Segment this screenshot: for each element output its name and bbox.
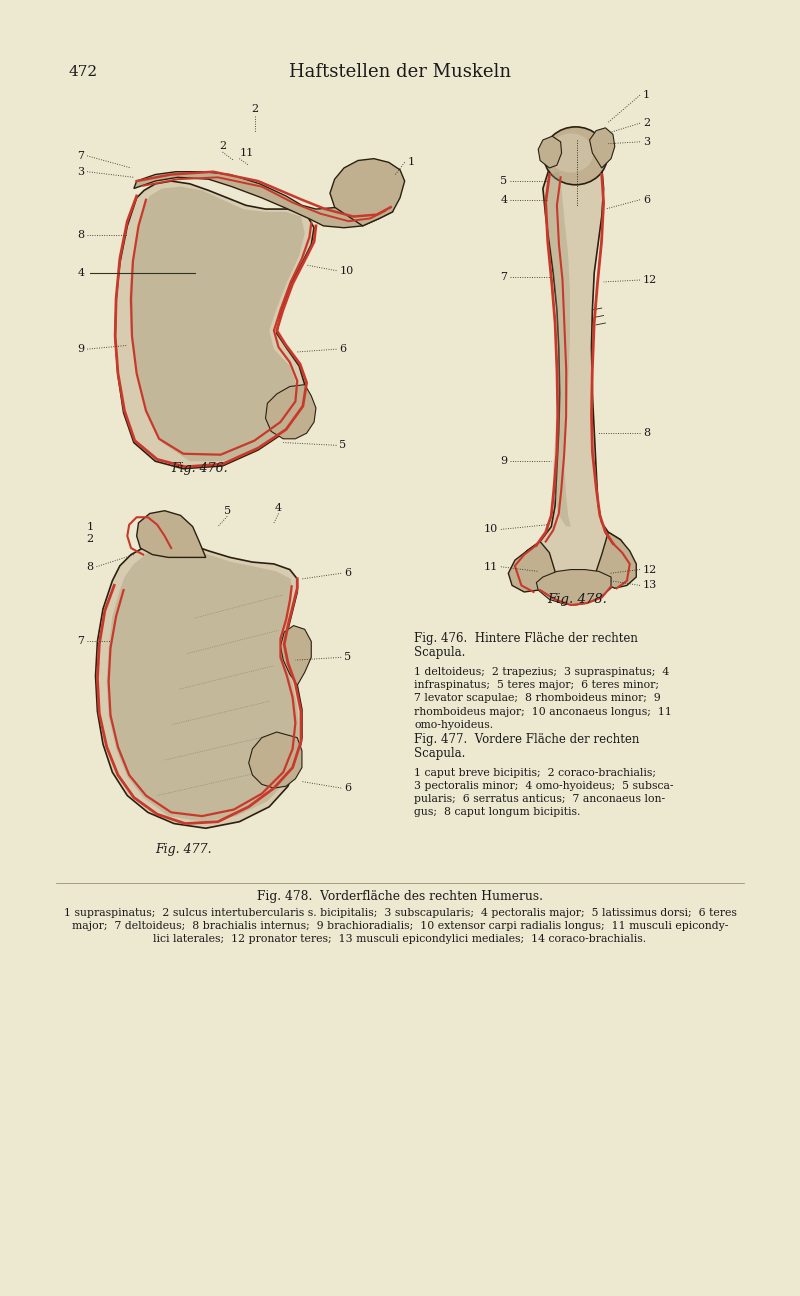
Polygon shape: [95, 542, 302, 828]
Text: 3 pectoralis minor;  4 omo-hyoideus;  5 subsca-: 3 pectoralis minor; 4 omo-hyoideus; 5 su…: [414, 781, 674, 792]
Text: 2: 2: [252, 104, 259, 114]
Text: 7: 7: [78, 636, 84, 647]
Text: Haftstellen der Muskeln: Haftstellen der Muskeln: [289, 62, 511, 80]
Text: 5: 5: [224, 505, 230, 516]
Text: gus;  8 caput longum bicipitis.: gus; 8 caput longum bicipitis.: [414, 807, 580, 818]
Ellipse shape: [549, 133, 594, 172]
Text: 13: 13: [643, 581, 657, 591]
Text: 11: 11: [239, 148, 254, 158]
Polygon shape: [519, 168, 627, 583]
Polygon shape: [596, 533, 636, 588]
Text: 1: 1: [86, 521, 94, 531]
Text: 7 levator scapulae;  8 rhomboideus minor;  9: 7 levator scapulae; 8 rhomboideus minor;…: [414, 693, 661, 704]
Text: 2: 2: [86, 534, 94, 544]
Text: Scapula.: Scapula.: [414, 746, 466, 759]
Text: 12: 12: [643, 565, 657, 574]
Polygon shape: [115, 181, 314, 469]
Polygon shape: [281, 626, 311, 686]
Polygon shape: [508, 542, 555, 592]
Text: 8: 8: [78, 231, 84, 240]
Text: lici laterales;  12 pronator teres;  13 musculi epicondylici mediales;  14 corac: lici laterales; 12 pronator teres; 13 mu…: [154, 934, 646, 945]
Text: major;  7 deltoideus;  8 brachialis internus;  9 brachioradialis;  10 extensor c: major; 7 deltoideus; 8 brachialis intern…: [72, 921, 728, 932]
Text: 8: 8: [643, 428, 650, 438]
Polygon shape: [330, 158, 405, 226]
Text: 3: 3: [78, 167, 84, 176]
Text: Fig. 477.  Vordere Fläche der rechten: Fig. 477. Vordere Fläche der rechten: [414, 734, 639, 746]
Text: 5: 5: [500, 176, 507, 187]
Text: 3: 3: [643, 137, 650, 146]
Text: 6: 6: [344, 568, 351, 578]
Text: 9: 9: [500, 456, 507, 467]
Text: 4: 4: [78, 267, 84, 277]
Polygon shape: [134, 171, 395, 228]
Text: 9: 9: [78, 345, 84, 354]
Text: 6: 6: [339, 345, 346, 354]
Text: 5: 5: [344, 652, 351, 662]
Text: infraspinatus;  5 teres major;  6 teres minor;: infraspinatus; 5 teres major; 6 teres mi…: [414, 680, 659, 691]
Text: omo-hyoideus.: omo-hyoideus.: [414, 719, 493, 730]
Polygon shape: [129, 187, 305, 461]
Text: 1 deltoideus;  2 trapezius;  3 supraspinatus;  4: 1 deltoideus; 2 trapezius; 3 supraspinat…: [414, 667, 670, 678]
Text: 1 caput breve bicipitis;  2 coraco-brachialis;: 1 caput breve bicipitis; 2 coraco-brachi…: [414, 769, 656, 778]
Polygon shape: [590, 128, 614, 168]
Ellipse shape: [544, 127, 607, 185]
Polygon shape: [536, 569, 611, 605]
Text: Fig. 476.: Fig. 476.: [171, 463, 227, 476]
Polygon shape: [538, 136, 562, 168]
Text: 2: 2: [219, 141, 226, 152]
Polygon shape: [137, 511, 206, 557]
Text: 7: 7: [500, 272, 507, 283]
Polygon shape: [249, 732, 302, 788]
Text: pularis;  6 serratus anticus;  7 anconaeus lon-: pularis; 6 serratus anticus; 7 anconaeus…: [414, 794, 665, 805]
Text: 12: 12: [643, 275, 657, 285]
Text: 7: 7: [78, 150, 84, 161]
Text: 6: 6: [344, 783, 351, 793]
Text: Fig. 476.  Hintere Fläche der rechten: Fig. 476. Hintere Fläche der rechten: [414, 632, 638, 645]
Text: 5: 5: [339, 441, 346, 450]
Text: Fig. 478.  Vorderfläche des rechten Humerus.: Fig. 478. Vorderfläche des rechten Humer…: [257, 890, 543, 903]
Text: 6: 6: [643, 194, 650, 205]
Text: Fig. 478.: Fig. 478.: [547, 594, 607, 607]
Text: 1 supraspinatus;  2 sulcus intertubercularis s. bicipitalis;  3 subscapularis;  : 1 supraspinatus; 2 sulcus intertubercula…: [63, 908, 737, 919]
Polygon shape: [106, 547, 299, 822]
Text: 4: 4: [275, 503, 282, 513]
Text: 4: 4: [500, 194, 507, 205]
Text: 472: 472: [69, 65, 98, 79]
Text: 1: 1: [407, 157, 414, 167]
Text: 10: 10: [484, 525, 498, 534]
Text: 11: 11: [484, 561, 498, 572]
Polygon shape: [546, 171, 571, 526]
Text: 1: 1: [643, 91, 650, 100]
Text: rhomboideus major;  10 anconaeus longus;  11: rhomboideus major; 10 anconaeus longus; …: [414, 706, 672, 717]
Polygon shape: [266, 385, 316, 439]
Text: 10: 10: [339, 266, 354, 276]
Text: Fig. 477.: Fig. 477.: [155, 844, 212, 857]
Text: 8: 8: [86, 561, 94, 572]
Text: 2: 2: [643, 118, 650, 128]
Text: Scapula.: Scapula.: [414, 647, 466, 660]
